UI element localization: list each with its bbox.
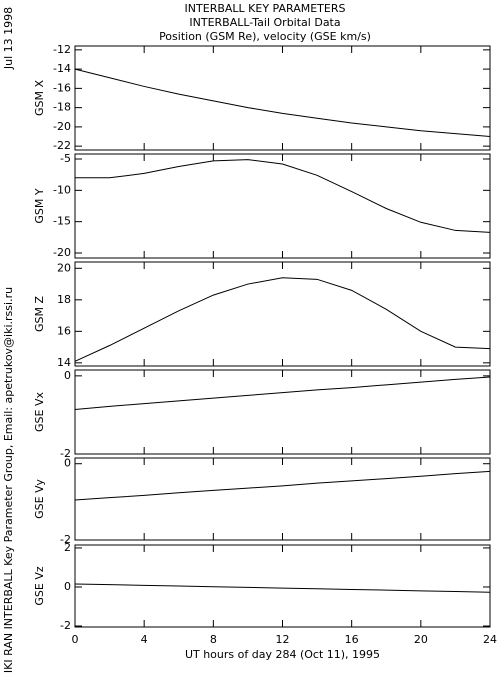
y-tick-label: -16 [53,81,71,94]
y-axis-label: GSM Z [33,296,46,332]
data-line [74,470,491,501]
data-line [74,277,491,362]
x-tick-label: 4 [141,633,148,646]
y-tick-label: 0 [64,369,71,382]
y-tick-label: -10 [53,183,71,196]
y-tick-label: -15 [53,215,71,228]
y-tick-label: -2 [60,533,71,546]
y-tick-label: 16 [57,324,71,337]
data-line [75,159,491,233]
data-line [74,376,491,410]
title: INTERBALL KEY PARAMETERS [185,2,346,15]
y-tick-label: -18 [53,101,71,114]
x-axis-label: UT hours of day 284 (Oct 11), 1995 [185,648,380,661]
y-tick-label: -5 [60,152,71,165]
y-tick-label: -20 [53,120,71,133]
x-tick-label: 24 [483,633,497,646]
subtitle2: Position (GSM Re), velocity (GSE km/s) [159,30,371,43]
panel-frame [74,153,491,259]
y-tick-label: -12 [53,43,71,56]
y-tick-label: -22 [53,139,71,152]
date: Jul 13 1998 [2,7,15,70]
y-tick-label: -20 [53,246,71,259]
subtitle: INTERBALL-Tail Orbital Data [189,16,340,29]
x-tick-label: 20 [414,633,428,646]
y-tick-label: -2 [60,619,71,632]
panel-frame [74,369,491,455]
y-tick-label: 14 [57,356,71,369]
y-axis-label: GSE Vx [33,392,46,432]
y-tick-label: 0 [64,580,71,593]
y-axis-label: GSE Vz [33,566,46,605]
y-tick-label: -2 [60,447,71,460]
y-tick-label: 2 [64,541,71,554]
y-tick-label: -14 [53,62,71,75]
y-axis-label: GSM Y [33,188,46,223]
x-tick-label: 16 [345,633,359,646]
panel-frame [74,457,491,541]
x-tick-label: 8 [210,633,217,646]
data-line [74,583,491,593]
y-axis-label: GSE Vy [33,479,46,519]
y-axis-label: GSM X [33,80,46,116]
x-tick-label: 0 [72,633,79,646]
data-line [74,68,491,138]
y-tick-label: 20 [57,261,71,274]
panel-frame [74,544,491,628]
y-tick-label: 0 [64,457,71,470]
x-tick-label: 12 [276,633,290,646]
y-tick-label: 18 [57,293,71,306]
panel-frame [74,45,491,151]
credit: IKI RAN INTERBALL Key Parameter Group, E… [2,287,15,673]
